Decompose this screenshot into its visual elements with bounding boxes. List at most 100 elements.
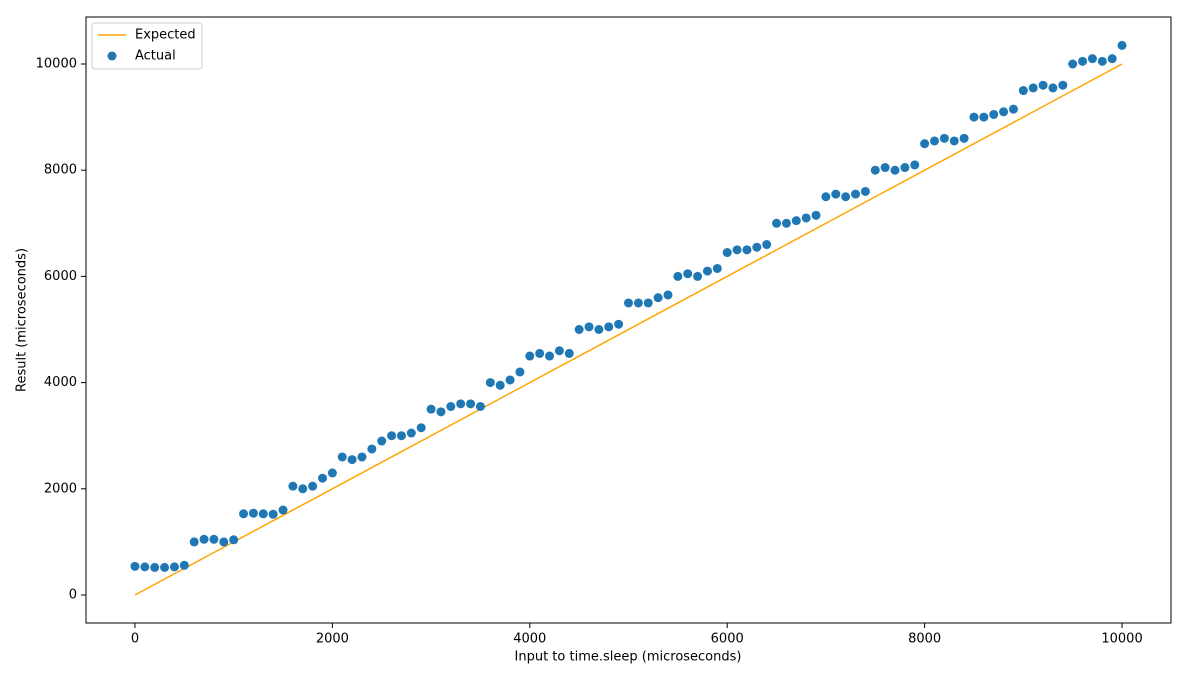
point	[564, 348, 574, 358]
point	[663, 290, 673, 300]
point	[1058, 80, 1068, 90]
point	[318, 473, 328, 483]
point	[614, 319, 624, 329]
point	[1028, 83, 1038, 93]
legend-label: Expected	[135, 28, 196, 43]
line	[134, 63, 1123, 596]
point	[693, 271, 703, 281]
point	[308, 481, 318, 491]
point	[160, 562, 170, 572]
point	[1068, 59, 1078, 69]
point	[1087, 54, 1097, 64]
point	[189, 537, 199, 547]
point	[702, 266, 712, 276]
point	[969, 112, 979, 122]
point	[475, 402, 485, 412]
point	[801, 213, 811, 223]
point	[357, 452, 367, 462]
point	[929, 136, 939, 146]
y-tick-label: 2000	[44, 481, 77, 496]
point	[525, 351, 535, 361]
legend-swatch	[107, 51, 117, 61]
x-tick-label: 6000	[711, 632, 744, 647]
x-tick-label: 8000	[908, 632, 941, 647]
point	[999, 107, 1009, 117]
plot-frame	[85, 16, 1172, 624]
point	[347, 455, 357, 465]
point	[1018, 86, 1028, 96]
point	[890, 165, 900, 175]
legend-label: Actual	[135, 49, 176, 64]
point	[337, 452, 347, 462]
point	[1048, 83, 1058, 93]
point	[683, 269, 693, 279]
y-tick-label: 6000	[44, 269, 77, 284]
point	[712, 263, 722, 273]
point	[505, 375, 515, 385]
point	[229, 535, 239, 545]
point	[199, 534, 209, 544]
y-axis-label: Result (microseconds)	[15, 248, 30, 392]
point	[821, 192, 831, 202]
point	[939, 133, 949, 143]
y-tick-label: 0	[69, 588, 77, 603]
point	[169, 562, 179, 572]
point	[841, 192, 851, 202]
point	[781, 218, 791, 228]
y-tick-label: 4000	[44, 375, 77, 390]
point	[436, 407, 446, 417]
point	[130, 561, 140, 571]
point	[298, 484, 308, 494]
point	[732, 245, 742, 255]
point	[1038, 80, 1048, 90]
point	[900, 163, 910, 173]
point	[268, 509, 278, 519]
point	[791, 216, 801, 226]
point	[495, 380, 505, 390]
x-tick-label: 2000	[316, 632, 349, 647]
point	[920, 139, 930, 149]
point	[762, 240, 772, 250]
point	[248, 508, 258, 518]
y-tick-label: 8000	[44, 163, 77, 178]
point	[851, 189, 861, 199]
point	[1008, 104, 1018, 114]
point	[989, 109, 999, 119]
point	[258, 509, 268, 519]
point	[742, 245, 752, 255]
point	[446, 402, 456, 412]
point	[416, 423, 426, 433]
point	[643, 298, 653, 308]
point	[209, 534, 219, 544]
point	[456, 399, 466, 409]
point	[870, 165, 880, 175]
point	[396, 431, 406, 441]
point	[179, 560, 189, 570]
point	[880, 163, 890, 173]
point	[485, 378, 495, 388]
y-tick-label: 10000	[36, 56, 77, 71]
point	[387, 431, 397, 441]
point	[1097, 56, 1107, 66]
point	[466, 399, 476, 409]
point	[604, 322, 614, 332]
point	[584, 322, 594, 332]
point	[752, 242, 762, 252]
point	[219, 537, 229, 547]
point	[554, 346, 564, 356]
point	[831, 189, 841, 199]
point	[860, 186, 870, 196]
point	[959, 133, 969, 143]
point	[1107, 54, 1117, 64]
x-tick-label: 0	[131, 632, 139, 647]
point	[574, 325, 584, 335]
point	[367, 444, 377, 454]
point	[949, 136, 959, 146]
point	[278, 505, 288, 515]
point	[653, 293, 663, 303]
point	[979, 112, 989, 122]
x-tick-label: 4000	[513, 632, 546, 647]
point	[594, 325, 604, 335]
point	[811, 210, 821, 220]
